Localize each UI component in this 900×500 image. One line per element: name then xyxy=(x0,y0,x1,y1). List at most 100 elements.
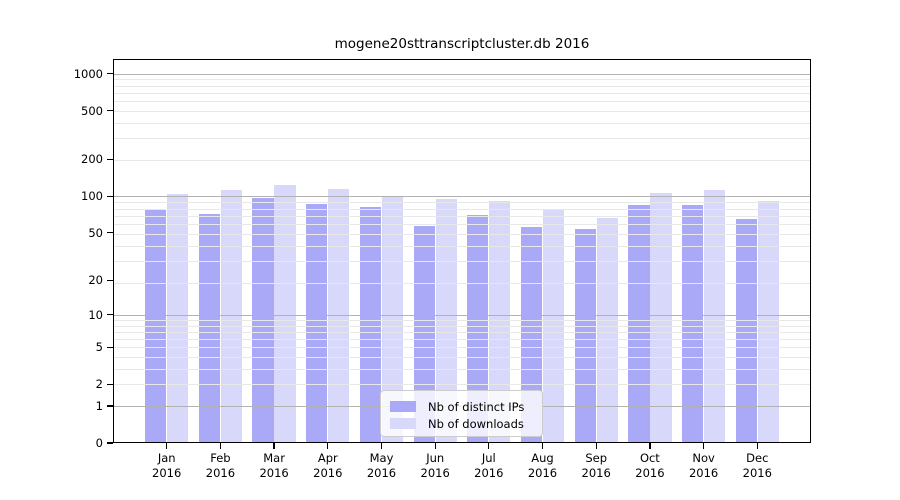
y-gridline-minor xyxy=(113,137,811,139)
y-gridline-minor xyxy=(113,347,811,349)
bar-downloads xyxy=(220,190,243,443)
x-tick xyxy=(595,443,597,449)
y-gridline-minor xyxy=(113,202,811,204)
plot-area: Jan 2016 Feb 2016 Mar 2016 Apr 2016 May 2016… xyxy=(74,59,811,480)
x-tick xyxy=(702,443,705,449)
y-tick xyxy=(107,314,113,316)
legend-row-downloads: Nb of downloads xyxy=(390,415,533,432)
y-tick xyxy=(107,109,113,112)
y-tick xyxy=(107,279,113,281)
y-gridline-minor xyxy=(113,356,811,358)
bar-distinct-ips xyxy=(735,218,757,443)
y-tick xyxy=(107,195,113,197)
y-gridline-major xyxy=(113,73,811,75)
y-tick xyxy=(107,72,113,75)
y-gridline-minor xyxy=(113,110,811,112)
x-tick-label: Sep 2016 xyxy=(581,451,611,480)
x-tick-label: Apr 2016 xyxy=(313,451,343,480)
y-tick-label: 500 xyxy=(81,103,103,118)
x-tick-label: Aug 2016 xyxy=(527,451,558,480)
legend-swatch-distinct-ips xyxy=(390,401,416,412)
y-tick-label: 1000 xyxy=(73,66,103,81)
legend-label-downloads: Nb of downloads xyxy=(428,416,524,431)
y-tick xyxy=(107,158,113,160)
y-gridline-minor xyxy=(113,122,811,124)
y-gridline-minor xyxy=(113,159,811,161)
x-tick-label: Mar 2016 xyxy=(259,451,289,480)
x-tick xyxy=(166,443,168,449)
y-tick xyxy=(107,383,113,385)
bar-distinct-ips xyxy=(306,203,328,443)
x-tick-label: May 2016 xyxy=(366,451,397,480)
bar-downloads xyxy=(328,189,350,443)
y-gridline-minor xyxy=(113,319,811,321)
x-tick xyxy=(488,443,490,449)
y-gridline-minor xyxy=(113,224,811,225)
bar-distinct-ips xyxy=(628,205,650,443)
y-tick-label: 100 xyxy=(81,189,103,204)
y-gridline-minor xyxy=(113,233,811,235)
y-tick-label: 10 xyxy=(88,307,103,322)
x-tick xyxy=(756,443,758,449)
x-tick-label: Jun 2016 xyxy=(420,451,450,480)
y-gridline-minor xyxy=(113,384,811,386)
bar-distinct-ips xyxy=(520,226,543,443)
x-tick xyxy=(380,443,383,449)
y-gridline-minor xyxy=(113,208,811,210)
bar-downloads xyxy=(650,193,672,443)
x-tick xyxy=(434,443,436,449)
x-tick-label: Jul 2016 xyxy=(474,451,504,480)
y-tick-label: 1 xyxy=(95,398,103,413)
x-tick xyxy=(219,443,222,449)
y-gridline-minor xyxy=(113,282,811,284)
y-gridline-major xyxy=(113,314,811,316)
bar-distinct-ips xyxy=(467,215,489,443)
x-tick-label: Feb 2016 xyxy=(205,451,236,480)
legend-swatch-downloads xyxy=(390,418,416,429)
chart-title: mogene20sttranscriptcluster.db 2016 xyxy=(334,36,590,52)
bar-downloads xyxy=(596,218,618,443)
y-gridline-minor xyxy=(113,92,811,94)
y-gridline-major xyxy=(113,196,811,198)
y-tick-label: 20 xyxy=(88,273,103,288)
y-tick-label: 2 xyxy=(95,377,103,392)
x-tick-label: Oct 2016 xyxy=(635,451,665,480)
y-gridline-minor xyxy=(113,100,811,102)
bar-distinct-ips xyxy=(413,225,435,443)
y-gridline-minor xyxy=(113,245,811,247)
y-gridline-minor xyxy=(113,261,811,263)
legend-row-distinct-ips: Nb of distinct IPs xyxy=(390,398,533,415)
bar-downloads xyxy=(167,194,189,443)
y-tick-label: 50 xyxy=(88,225,103,240)
y-gridline-minor xyxy=(113,85,811,87)
x-tick xyxy=(541,443,544,449)
y-gridline-minor xyxy=(113,215,811,217)
x-tick-label: Jan 2016 xyxy=(152,451,182,480)
bar-downloads xyxy=(703,189,726,443)
bar-downloads xyxy=(274,184,296,443)
legend-label-distinct-ips: Nb of distinct IPs xyxy=(428,399,525,414)
y-gridline-minor xyxy=(113,368,811,370)
y-tick-label: 0 xyxy=(95,436,103,450)
x-tick xyxy=(273,443,275,449)
y-gridline-minor xyxy=(113,331,811,333)
bar-distinct-ips xyxy=(574,228,596,443)
bar-distinct-ips xyxy=(681,204,704,443)
y-gridline-minor xyxy=(113,79,811,81)
legend: Nb of distinct IPs Nb of downloads xyxy=(380,390,543,437)
y-tick xyxy=(107,405,113,407)
y-tick xyxy=(107,232,113,234)
x-tick xyxy=(327,443,329,449)
x-tick-label: Nov 2016 xyxy=(688,451,719,480)
y-tick-label: 5 xyxy=(95,340,103,355)
bar-downloads xyxy=(435,199,457,443)
x-tick xyxy=(649,443,651,449)
y-gridline-minor xyxy=(113,338,811,340)
y-tick xyxy=(107,346,113,348)
y-tick-label: 200 xyxy=(81,152,103,167)
x-tick-label: Dec 2016 xyxy=(742,451,772,480)
y-gridline-minor xyxy=(113,325,811,327)
bar-distinct-ips xyxy=(198,214,221,443)
y-tick xyxy=(107,442,113,444)
